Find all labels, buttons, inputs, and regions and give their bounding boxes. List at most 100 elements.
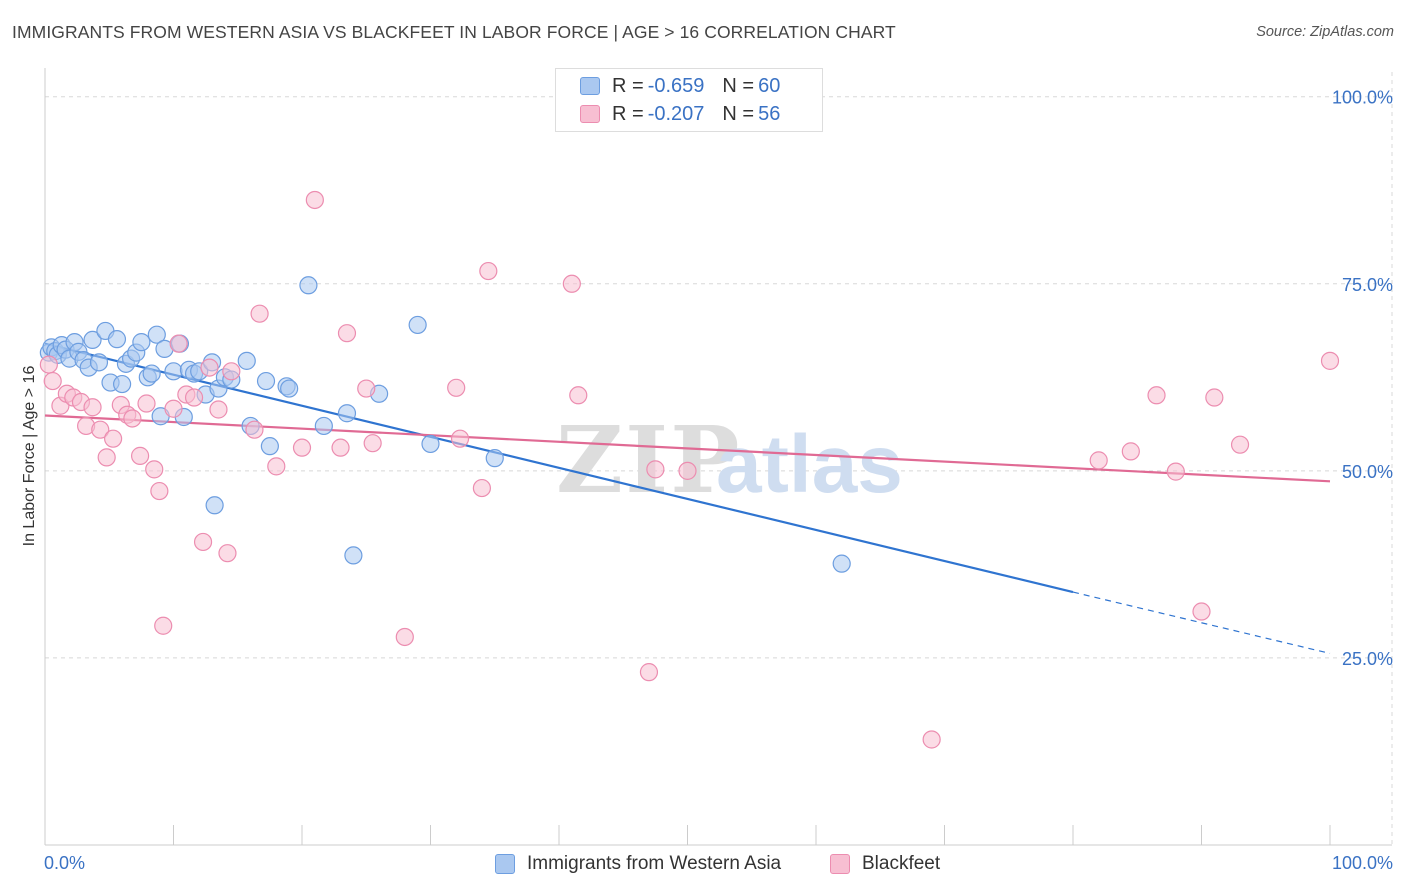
point-blackfeet (639, 663, 659, 682)
point-western-asia (112, 374, 132, 394)
point-blackfeet (83, 398, 102, 417)
source-credit: Source: ZipAtlas.com (1256, 24, 1394, 40)
point-blackfeet (450, 429, 470, 448)
point-blackfeet (1089, 451, 1108, 470)
point-western-asia (421, 434, 440, 454)
point-blackfeet (447, 378, 466, 397)
point-blackfeet (1166, 462, 1185, 481)
point-western-asia (344, 546, 363, 565)
point-blackfeet (43, 371, 62, 391)
point-western-asia (256, 371, 276, 391)
y-tick-label: 75.0% (1342, 275, 1393, 295)
point-blackfeet (145, 460, 164, 479)
y-axis-label: In Labor Force | Age > 16 (21, 366, 38, 547)
series-swatch-blue (495, 854, 515, 874)
legend-r-value: -0.659 (647, 74, 705, 97)
legend-swatch-pink (580, 105, 600, 123)
point-blackfeet (184, 388, 204, 407)
point-blackfeet (200, 358, 219, 377)
trend-lines (44, 342, 1331, 655)
chart-title: IMMIGRANTS FROM WESTERN ASIA VS BLACKFEE… (12, 22, 896, 42)
y-tick-label: 50.0% (1342, 462, 1393, 482)
legend-r-value: -0.207 (647, 102, 705, 125)
point-western-asia (408, 315, 427, 335)
legend-n-label: N = (722, 102, 755, 125)
point-western-asia (237, 351, 256, 370)
point-western-asia (337, 404, 357, 423)
point-blackfeet (678, 461, 697, 480)
y-tick-label: 25.0% (1342, 649, 1393, 669)
point-western-asia (147, 325, 166, 344)
legend-n-value: 56 (758, 102, 781, 125)
point-blackfeet (209, 400, 228, 419)
point-western-asia (142, 364, 161, 383)
point-blackfeet (472, 478, 491, 498)
point-blackfeet (123, 409, 142, 428)
point-blackfeet (150, 481, 169, 501)
correlation-legend: R = -0.659 N = 60 R = -0.207 N = 56 (555, 68, 823, 132)
point-blackfeet (97, 448, 116, 467)
legend-r-label: R = (612, 102, 644, 125)
point-western-asia (280, 379, 299, 398)
point-blackfeet (1192, 602, 1211, 621)
point-western-asia (832, 554, 851, 573)
axes (44, 68, 1392, 846)
point-blackfeet (1230, 435, 1250, 454)
x-tick-label-end: 100.0% (1332, 853, 1393, 873)
point-blackfeet (245, 420, 264, 439)
point-blackfeet (1147, 386, 1166, 405)
legend-swatch-blue (580, 77, 600, 95)
point-blackfeet (267, 457, 286, 476)
point-western-asia (89, 353, 109, 372)
point-blackfeet (222, 362, 241, 381)
point-blackfeet (193, 532, 213, 552)
watermark-zip: ZIP (556, 406, 741, 514)
point-blackfeet (562, 274, 581, 293)
series-name-blackfeet: Blackfeet (862, 853, 941, 874)
data-points (39, 190, 1340, 749)
point-blackfeet (337, 324, 357, 343)
y-tick-label: 100.0% (1332, 88, 1393, 108)
point-blackfeet (569, 386, 588, 405)
point-blackfeet (363, 434, 382, 453)
watermark: ZIP atlas (556, 406, 903, 514)
point-blackfeet (305, 190, 324, 210)
legend-n-value: 60 (758, 74, 781, 97)
series-legend-western-asia: Immigrants from Western Asia (495, 852, 781, 876)
point-blackfeet (218, 544, 237, 563)
point-blackfeet (292, 438, 312, 457)
legend-r-label: R = (612, 74, 644, 97)
point-western-asia (314, 416, 333, 436)
point-blackfeet (91, 420, 110, 439)
point-blackfeet (39, 355, 58, 374)
point-blackfeet (154, 616, 173, 635)
point-western-asia (299, 276, 318, 295)
point-blackfeet (250, 304, 269, 323)
point-blackfeet (646, 460, 665, 479)
point-blackfeet (331, 438, 350, 457)
point-blackfeet (169, 334, 188, 353)
x-tick-label-start: 0.0% (44, 853, 85, 873)
point-western-asia (83, 330, 102, 350)
point-blackfeet (395, 627, 414, 647)
legend-row-blackfeet: R = -0.207 N = 56 (580, 102, 780, 126)
point-western-asia (485, 449, 504, 468)
tick-labels: 25.0% 50.0% 75.0% 100.0% 0.0% 100.0% (44, 88, 1393, 873)
point-blackfeet (137, 394, 156, 413)
point-blackfeet (922, 730, 941, 749)
legend-row-western-asia: R = -0.659 N = 60 (580, 74, 780, 98)
point-blackfeet (1121, 442, 1140, 461)
point-western-asia (205, 496, 224, 515)
point-blackfeet (479, 261, 498, 281)
point-western-asia (107, 330, 127, 349)
trend-line-extrapolated (1072, 591, 1331, 655)
point-blackfeet (104, 429, 123, 448)
point-western-asia (260, 437, 279, 456)
point-blackfeet (1205, 388, 1224, 407)
legend-n-label: N = (722, 74, 755, 97)
point-blackfeet (1320, 351, 1340, 370)
series-name-western-asia: Immigrants from Western Asia (527, 853, 782, 874)
point-western-asia (132, 333, 151, 352)
point-blackfeet (357, 379, 376, 398)
